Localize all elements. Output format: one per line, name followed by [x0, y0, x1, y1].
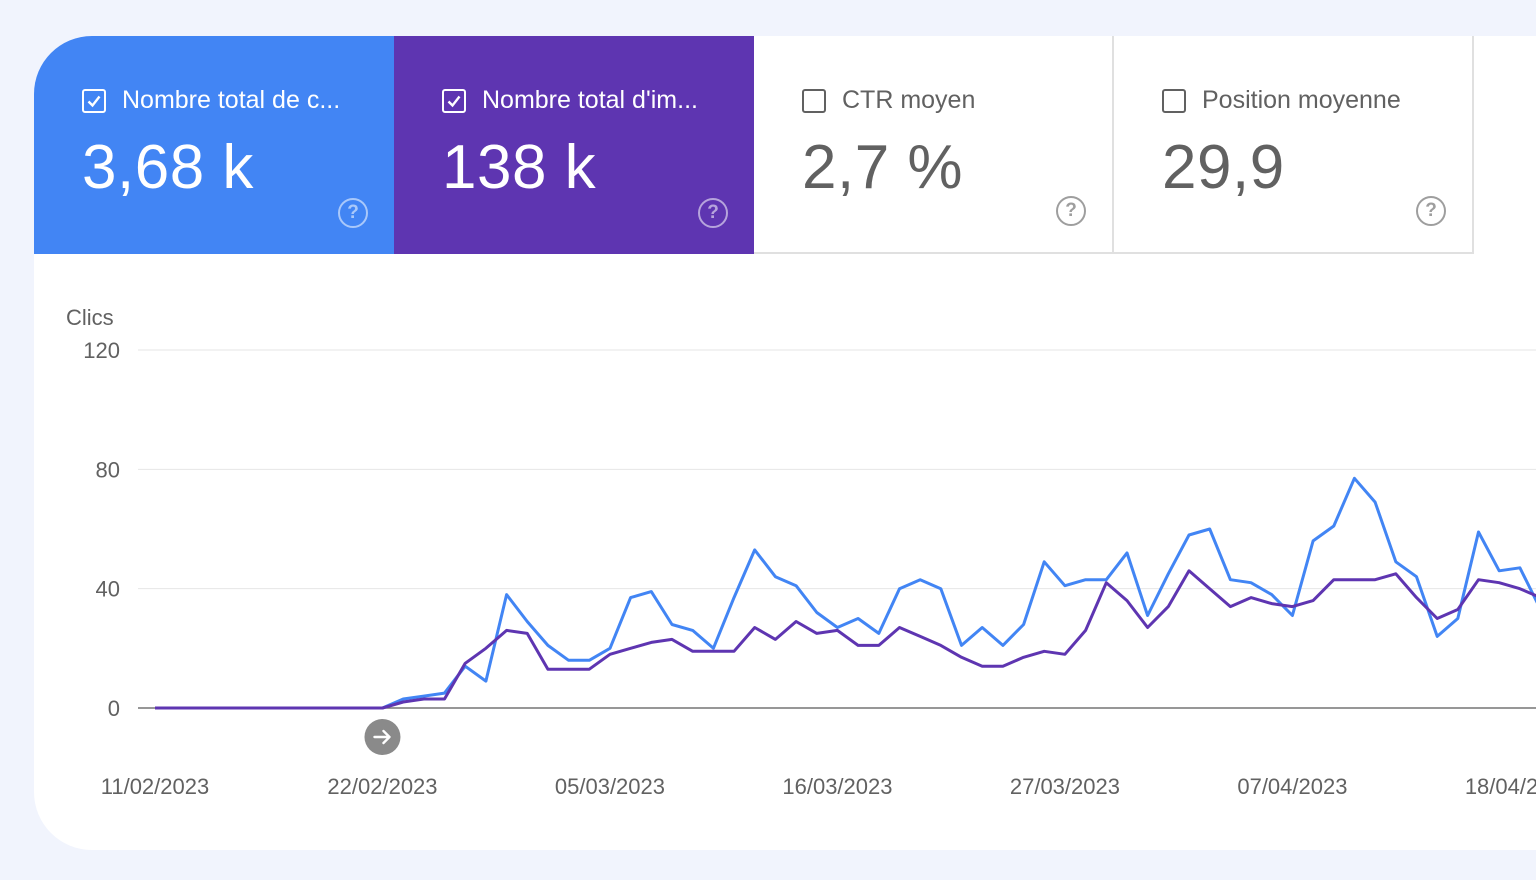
series-line-clicks [155, 476, 1536, 710]
metric-header: Nombre total de c... [82, 86, 340, 115]
metric-label: Nombre total d'im... [482, 86, 698, 114]
metric-card-average-position[interactable]: Position moyenne 29,9 ? [1114, 36, 1474, 254]
x-axis-ticks: 11/02/2023 22/02/2023 05/03/2023 16/03/2023… [101, 774, 1536, 799]
x-tick-label: 22/02/2023 [327, 774, 437, 799]
y-tick-label: 0 [108, 696, 120, 721]
x-tick-label: 05/03/2023 [555, 774, 665, 799]
metric-card-average-ctr[interactable]: CTR moyen 2,7 % ? [754, 36, 1114, 254]
y-tick-label: 120 [83, 338, 120, 363]
help-icon[interactable]: ? [338, 198, 368, 228]
metric-card-total-clicks[interactable]: Nombre total de c... 3,68 k ? [34, 36, 394, 254]
annotation-marker[interactable] [364, 719, 401, 755]
metric-label: Position moyenne [1202, 86, 1401, 114]
chart-grid [138, 349, 1536, 709]
clicks-impressions-line-chart: Clics 0 40 80 120 11/02/2023 22/02/2023 05/03… [66, 305, 1536, 799]
metric-label: CTR moyen [842, 86, 976, 114]
checkbox-unchecked-icon[interactable] [1162, 88, 1186, 113]
metric-value: 138 k [442, 133, 597, 202]
metric-header: Nombre total d'im... [442, 86, 698, 115]
checkbox-unchecked-icon[interactable] [802, 88, 826, 113]
y-tick-label: 40 [96, 577, 120, 602]
metric-header: Position moyenne [1162, 86, 1401, 115]
metric-header: CTR moyen [802, 86, 975, 115]
arrow-right-icon [373, 729, 391, 745]
y-axis-ticks: 0 40 80 120 [83, 338, 120, 721]
checkbox-checked-icon[interactable] [442, 88, 466, 113]
series-line-impressions [155, 569, 1536, 710]
help-icon[interactable]: ? [1416, 196, 1446, 226]
chart-series [155, 476, 1536, 710]
metric-value: 3,68 k [82, 133, 254, 202]
y-tick-label: 80 [96, 457, 120, 482]
metric-value: 29,9 [1162, 133, 1285, 202]
x-tick-label: 27/03/2023 [1010, 774, 1120, 799]
metric-label: Nombre total de c... [122, 86, 341, 114]
metric-card-total-impressions[interactable]: Nombre total d'im... 138 k ? [394, 36, 754, 254]
help-icon[interactable]: ? [698, 198, 728, 228]
y-axis-label: Clics [66, 305, 114, 330]
x-tick-label: 18/04/2023 [1465, 774, 1536, 799]
metric-value: 2,7 % [802, 133, 964, 202]
x-tick-label: 11/02/2023 [101, 774, 209, 799]
performance-card: Nombre total de c... 3,68 k ? Nombre tot… [34, 36, 1536, 850]
help-icon[interactable]: ? [1056, 196, 1086, 226]
checkbox-checked-icon[interactable] [82, 88, 106, 113]
x-tick-label: 07/04/2023 [1237, 774, 1347, 799]
x-tick-label: 16/03/2023 [782, 774, 892, 799]
